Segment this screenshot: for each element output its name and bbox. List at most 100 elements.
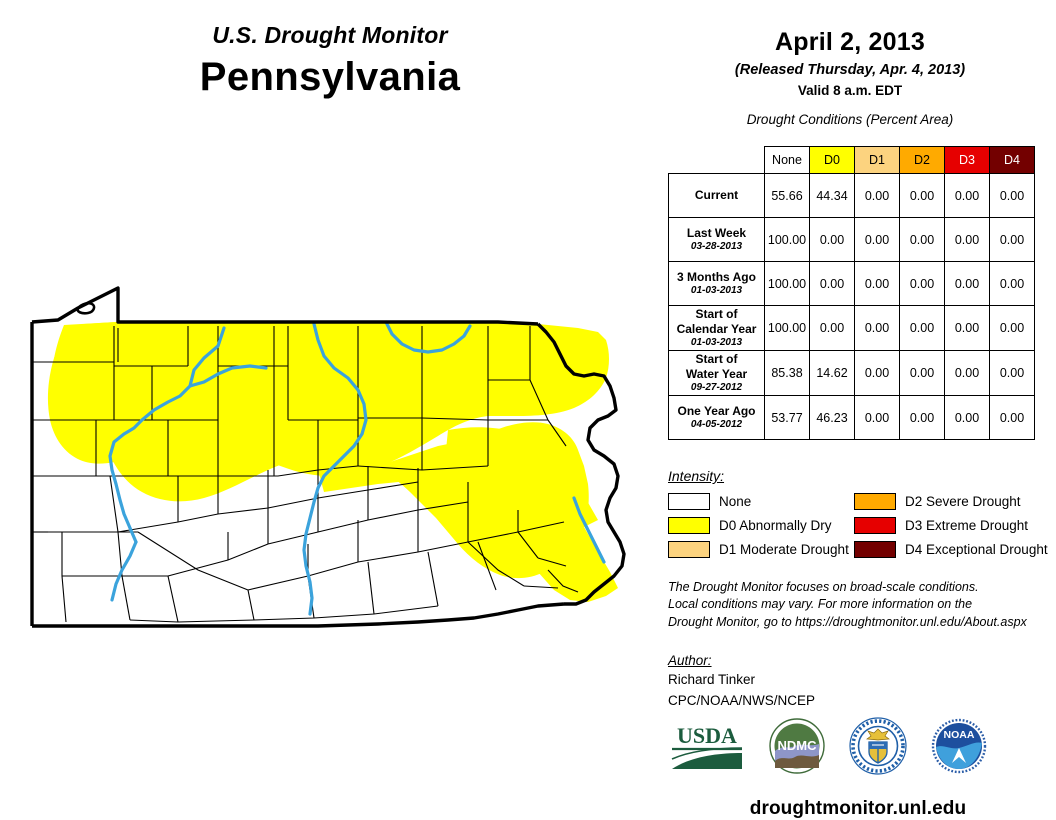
logo-row: USDA NDMC (660, 716, 1056, 781)
noaa-logo: NOAA (930, 717, 988, 780)
disclaimer-line-1: The Drought Monitor focuses on broad-sca… (668, 580, 979, 594)
cell-one-year-d0: 46.23 (809, 395, 855, 440)
usda-logo-text: USDA (677, 723, 737, 748)
cell-3-months-d0: 0.00 (809, 261, 855, 306)
row-label-date: 04-05-2012 (690, 419, 743, 431)
swatch-d0-icon (668, 517, 710, 534)
table-caption: Drought Conditions (Percent Area) (746, 112, 954, 127)
date-block: April 2, 2013 (Released Thursday, Apr. 4… (660, 28, 1040, 98)
allegheny-river (108, 326, 226, 544)
map-title-block: U.S. Drought Monitor Pennsylvania (0, 22, 660, 100)
header-spacer (668, 146, 765, 174)
legend-label-d0: D0 Abnormally Dry (719, 518, 832, 533)
column-header-d3: D3 (944, 146, 990, 174)
legend-label-d3: D3 Extreme Drought (905, 518, 1029, 533)
table-header-row: None D0 D1 D2 D3 D4 (668, 146, 1035, 174)
cell-last-week-d2: 0.00 (899, 217, 945, 262)
report-date: April 2, 2013 (775, 28, 925, 56)
table-row: Start of Water Year 09-27-2012 85.38 14.… (668, 350, 1035, 396)
legend-item-d4: D4 Exceptional Drought (854, 541, 1048, 558)
cell-one-year-d3: 0.00 (944, 395, 990, 440)
legend-item-d0: D0 Abnormally Dry (668, 517, 854, 534)
usda-field-shape (672, 753, 742, 769)
cell-current-d0: 44.34 (809, 173, 855, 218)
d0-drought-region (47, 322, 618, 602)
legend-item-none: None (668, 493, 854, 510)
state-border-northeast (536, 322, 626, 606)
legend-label-none: None (719, 494, 752, 509)
right-info-panel: April 2, 2013 (Released Thursday, Apr. 4… (660, 28, 1056, 819)
legend-label-d4: D4 Exceptional Drought (905, 542, 1048, 557)
cell-cal-year-d3: 0.00 (944, 305, 990, 351)
row-label-text: One Year Ago (677, 403, 756, 418)
released-date: (Released Thursday, Apr. 4, 2013) (734, 62, 966, 78)
cell-current-d2: 0.00 (899, 173, 945, 218)
page-supertitle: U.S. Drought Monitor (212, 22, 448, 48)
doc-seal-eagle-icon (866, 728, 890, 741)
cell-water-year-d0: 14.62 (809, 350, 855, 396)
cell-water-year-d4: 0.00 (989, 350, 1035, 396)
legend-item-d3: D3 Extreme Drought (854, 517, 1048, 534)
ndmc-land-band (775, 755, 819, 768)
cell-3-months-d1: 0.00 (854, 261, 900, 306)
noaa-bird-icon (952, 748, 966, 763)
cell-3-months-d4: 0.00 (989, 261, 1035, 306)
cell-last-week-d4: 0.00 (989, 217, 1035, 262)
ndmc-logo: NDMC (768, 717, 826, 780)
usda-logo: USDA (668, 719, 746, 778)
noaa-text-ring (931, 718, 987, 774)
intensity-legend-title: Intensity: (668, 468, 725, 484)
cell-water-year-d3: 0.00 (944, 350, 990, 396)
usda-logo-svg: USDA (671, 723, 743, 769)
cell-3-months-d2: 0.00 (899, 261, 945, 306)
table-body: Current 55.66 44.34 0.00 0.00 0.00 0.00 … (668, 173, 1035, 440)
delaware-river-tributary (572, 496, 606, 564)
row-label-3-months-ago: 3 Months Ago 01-03-2013 (668, 261, 765, 306)
author-affiliation: CPC/NOAA/NWS/NCEP (668, 693, 816, 709)
cell-current-none: 55.66 (764, 173, 810, 218)
drought-conditions-table: None D0 D1 D2 D3 D4 Current 55.66 44.34 … (668, 146, 1035, 440)
site-url: droughtmonitor.unl.edu (749, 798, 967, 819)
column-header-none: None (764, 146, 810, 174)
doc-seal-svg (849, 717, 907, 775)
row-label-current: Current (668, 173, 765, 218)
susquehanna-river-west (302, 322, 368, 616)
swatch-d4-icon (854, 541, 896, 558)
column-header-d4: D4 (989, 146, 1035, 174)
author-block: Author: Richard Tinker CPC/NOAA/NWS/NCEP (668, 653, 1048, 710)
disclaimer-text: The Drought Monitor focuses on broad-sca… (668, 579, 1056, 631)
row-label-start-of-water-year: Start of Water Year 09-27-2012 (668, 350, 765, 396)
cell-current-d3: 0.00 (944, 173, 990, 218)
noaa-logo-text: NOAA (944, 729, 975, 741)
department-of-commerce-seal (848, 716, 908, 781)
cell-cal-year-d1: 0.00 (854, 305, 900, 351)
disclaimer-line-3: Drought Monitor, go to https://droughtmo… (668, 614, 1027, 629)
county-boundaries (32, 326, 579, 623)
cell-last-week-none: 100.00 (764, 217, 810, 262)
cell-cal-year-d0: 0.00 (809, 305, 855, 351)
state-outline (30, 286, 626, 628)
susquehanna-river-north (384, 320, 472, 354)
cell-one-year-d1: 0.00 (854, 395, 900, 440)
cell-one-year-d4: 0.00 (989, 395, 1035, 440)
row-label-date: 09-27-2012 (690, 382, 743, 394)
author-name: Richard Tinker (668, 672, 756, 687)
d0-area-bridge (318, 436, 598, 532)
table-row: 3 Months Ago 01-03-2013 100.00 0.00 0.00… (668, 261, 1035, 306)
cell-water-year-d2: 0.00 (899, 350, 945, 396)
swatch-d3-icon (854, 517, 896, 534)
column-header-d1: D1 (854, 146, 900, 174)
noaa-logo-svg: NOAA (931, 718, 987, 774)
table-row: One Year Ago 04-05-2012 53.77 46.23 0.00… (668, 395, 1035, 440)
legend-item-d2: D2 Severe Drought (854, 493, 1048, 510)
table-row: Last Week 03-28-2013 100.00 0.00 0.00 0.… (668, 217, 1035, 262)
swatch-none-icon (668, 493, 710, 510)
swatch-d1-icon (668, 541, 710, 558)
cell-current-d4: 0.00 (989, 173, 1035, 218)
swatch-d2-icon (854, 493, 896, 510)
cell-water-year-none: 85.38 (764, 350, 810, 396)
pennsylvania-drought-map (18, 270, 658, 640)
author-title: Author: (668, 653, 712, 668)
legend-label-d2: D2 Severe Drought (905, 494, 1021, 509)
column-header-d2: D2 (899, 146, 945, 174)
